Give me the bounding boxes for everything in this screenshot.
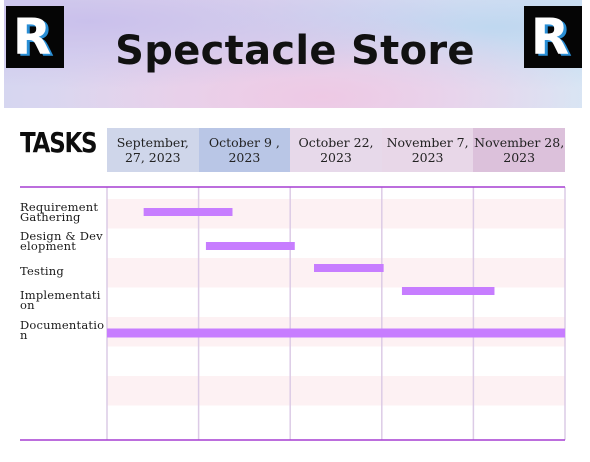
date-column-header: November 28, 2023 — [473, 128, 565, 172]
page-title: Spectacle Store — [115, 28, 475, 74]
task-bar — [205, 242, 295, 250]
task-label: Requirement Gathering — [20, 200, 99, 224]
svg-text:R: R — [534, 10, 573, 64]
svg-text:R: R — [16, 10, 55, 64]
svg-text:R: R — [531, 10, 570, 64]
date-column-header: October 22, 2023 — [290, 128, 382, 172]
row-stripe — [107, 258, 565, 288]
r-logo-icon: R R — [6, 6, 64, 68]
date-column-header: November 7, 2023 — [381, 128, 474, 172]
date-column-header-line: September, — [116, 135, 189, 150]
task-bar — [314, 264, 384, 272]
task-bar — [401, 287, 495, 295]
svg-text:R: R — [13, 10, 52, 64]
date-column-header-line: 27, 2023 — [124, 150, 181, 165]
date-column-header: September, 27, 2023 — [107, 128, 199, 172]
task-bar — [107, 328, 565, 338]
date-column-header-line: 2023 — [320, 150, 352, 165]
task-bar — [143, 208, 233, 216]
date-column-header-line: November 28, — [474, 135, 565, 150]
date-column-header-line: October 22, — [298, 135, 374, 150]
date-column-header-line: October 9 , — [208, 135, 280, 150]
header-banner — [4, 0, 582, 108]
r-logo-icon: R R — [524, 6, 582, 68]
task-label: Design & Development — [20, 229, 103, 253]
row-stripe — [107, 376, 565, 406]
tasks-heading: TASKS — [20, 126, 98, 159]
date-column-header-line: 2023 — [411, 150, 444, 165]
date-column-header-line: November 7, — [386, 135, 469, 150]
task-label: Documentation — [20, 318, 105, 342]
date-column-header: October 9 , 2023 — [198, 128, 291, 172]
date-column-header-line: 2023 — [503, 150, 536, 165]
task-label: Implementation — [20, 288, 101, 312]
task-label: Testing — [20, 264, 64, 278]
date-column-header-line: 2023 — [228, 150, 261, 165]
